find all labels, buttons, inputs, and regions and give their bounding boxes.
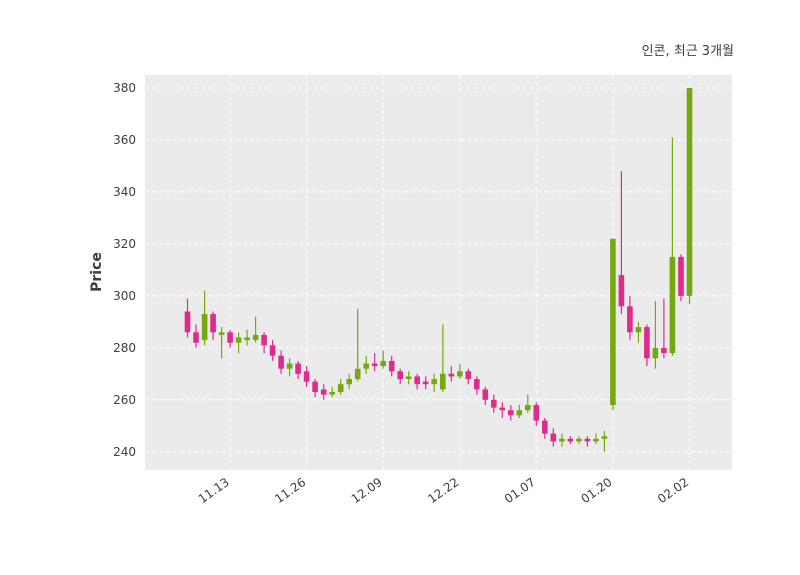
candle (269, 340, 276, 361)
y-tick-label: 380 (113, 81, 136, 95)
candle (491, 394, 497, 413)
x-tick-label: 12.22 (425, 475, 461, 506)
candle (278, 350, 284, 374)
x-tick-label: 11.13 (196, 475, 232, 506)
y-tick-label: 280 (113, 341, 136, 355)
candle (227, 329, 233, 348)
candle (218, 327, 225, 359)
candle (465, 368, 472, 385)
x-tick-label: 01.07 (502, 475, 538, 506)
candle (508, 405, 514, 421)
candle (669, 137, 676, 356)
x-tick-labels: 11.13 11.26 12.09 12.22 01.07 01.20 02.02 (196, 475, 692, 506)
chart-title: 인콘, 최근 3개월 (641, 44, 734, 59)
candle (252, 316, 259, 343)
candle (457, 363, 463, 379)
candle (661, 298, 667, 359)
candle (320, 384, 327, 400)
y-tick-label: 360 (113, 133, 136, 147)
x-tick-label: 11.26 (272, 475, 308, 506)
candle (193, 324, 199, 348)
candle (295, 360, 301, 379)
candle (627, 295, 633, 341)
grid-lines (145, 75, 732, 470)
candle (686, 88, 693, 304)
candle (550, 428, 557, 447)
candle (635, 321, 642, 343)
candle (618, 171, 625, 315)
candle (678, 254, 684, 302)
y-tick-label: 340 (113, 185, 136, 199)
candle (422, 376, 429, 390)
candle (576, 436, 582, 444)
y-tick-labels: 240 260 280 300 320 340 360 380 (113, 81, 136, 459)
candle (414, 373, 420, 390)
candle (244, 329, 250, 346)
candle (559, 433, 565, 447)
candle (652, 301, 659, 369)
candle (593, 433, 599, 444)
candle (601, 431, 608, 452)
candle (584, 436, 591, 447)
candle (201, 290, 208, 346)
candle (448, 366, 455, 382)
candle (482, 386, 489, 405)
candle (329, 386, 335, 398)
candle (440, 324, 446, 392)
candle (371, 353, 378, 372)
y-tick-label: 240 (113, 445, 136, 459)
candle (303, 366, 310, 387)
candle (184, 298, 191, 338)
candle (286, 358, 293, 377)
x-tick-label: 01.20 (578, 475, 614, 506)
candle (235, 332, 242, 354)
candle (354, 308, 361, 382)
x-tick-label: 12.09 (349, 475, 385, 506)
x-tick-label: 02.02 (655, 475, 691, 506)
candle (567, 436, 574, 444)
candle (380, 350, 386, 369)
candle (363, 355, 369, 374)
y-tick-label: 320 (113, 237, 136, 251)
candle (261, 332, 267, 354)
candle (210, 311, 216, 341)
candle (610, 238, 616, 411)
candle (516, 405, 523, 418)
candle (525, 394, 531, 413)
candle (533, 402, 540, 426)
candle (405, 371, 412, 385)
candle (397, 368, 403, 385)
candle (474, 376, 480, 395)
candle (431, 373, 437, 392)
candles (184, 88, 693, 452)
candle (542, 418, 548, 439)
plot-area (145, 75, 732, 470)
candle (644, 324, 650, 367)
candle (346, 373, 352, 390)
candle (499, 402, 506, 418)
candle (312, 379, 318, 398)
candle (388, 355, 395, 377)
y-tick-label: 260 (113, 393, 136, 407)
y-tick-label: 300 (113, 289, 136, 303)
candle (337, 379, 344, 395)
